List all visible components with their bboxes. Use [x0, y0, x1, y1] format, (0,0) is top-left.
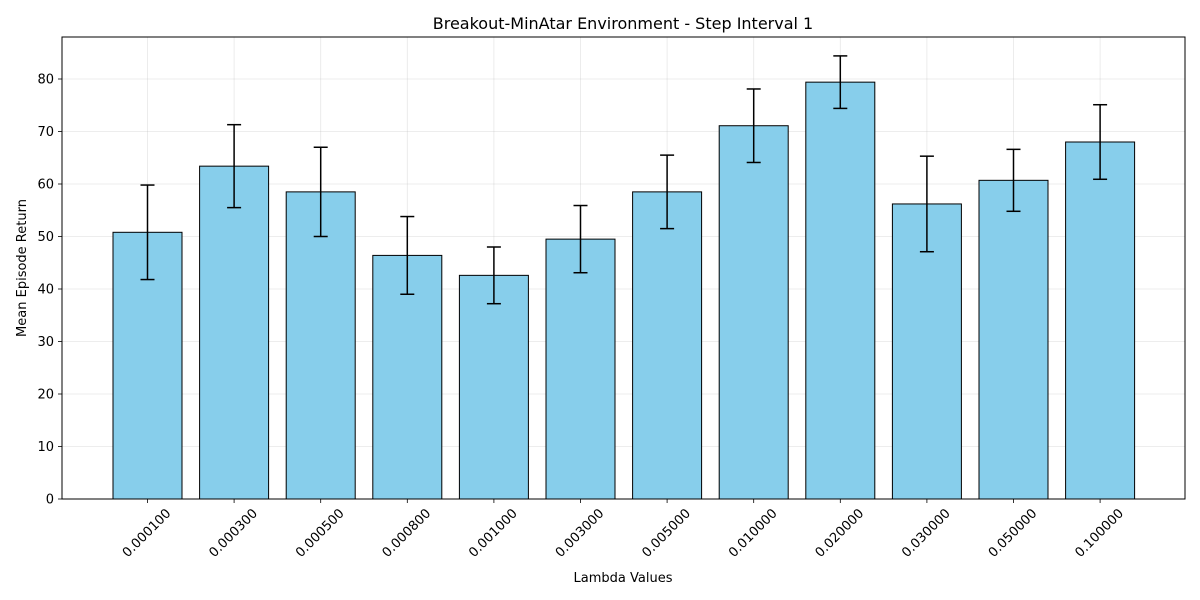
bar [458, 274, 529, 500]
y-tick-label: 80 [37, 73, 54, 88]
bar [112, 231, 183, 500]
bar [372, 254, 443, 500]
bar [805, 81, 876, 500]
bar [285, 191, 356, 500]
bar [718, 125, 789, 500]
y-tick-label: 10 [37, 440, 54, 455]
x-tick-label: 0.010000 [726, 506, 780, 560]
x-axis-label: Lambda Values [574, 571, 673, 586]
y-tick-label: 0 [46, 493, 54, 508]
bar [978, 179, 1049, 500]
bars [112, 81, 1136, 500]
x-tick-label: 0.001000 [466, 506, 520, 560]
y-tick-label: 50 [37, 230, 54, 245]
x-tick-label: 0.003000 [553, 506, 607, 560]
x-tick-label: 0.000500 [293, 506, 347, 560]
y-tick-label: 40 [37, 283, 54, 298]
y-axis-ticks: 0 10 20 30 40 50 60 70 80 [37, 73, 62, 508]
y-tick-label: 70 [37, 125, 54, 140]
y-tick-label: 30 [37, 335, 54, 350]
y-tick-label: 60 [37, 178, 54, 193]
x-tick-label: 0.030000 [899, 506, 953, 560]
bar [632, 191, 703, 500]
x-tick-label: 0.000100 [120, 506, 174, 560]
error-bars [140, 55, 1108, 305]
x-tick-label: 0.020000 [813, 506, 867, 560]
x-tick-label: 0.050000 [986, 506, 1040, 560]
bar [545, 238, 616, 500]
x-tick-label: 0.100000 [1072, 506, 1126, 560]
bar [1065, 141, 1136, 500]
x-tick-label: 0.000800 [380, 506, 434, 560]
plot-frame [61, 36, 1186, 500]
x-tick-label: 0.005000 [639, 506, 693, 560]
bar [199, 165, 270, 500]
x-axis-ticks: 0.000100 0.000300 0.000500 0.000800 0.001000… [120, 499, 1127, 561]
chart-title: Breakout-MinAtar Environment - Step Inte… [433, 14, 813, 33]
x-tick-label: 0.000300 [206, 506, 260, 560]
bar [891, 203, 962, 500]
y-tick-label: 20 [37, 388, 54, 403]
y-axis-label: Mean Episode Return [15, 199, 30, 337]
